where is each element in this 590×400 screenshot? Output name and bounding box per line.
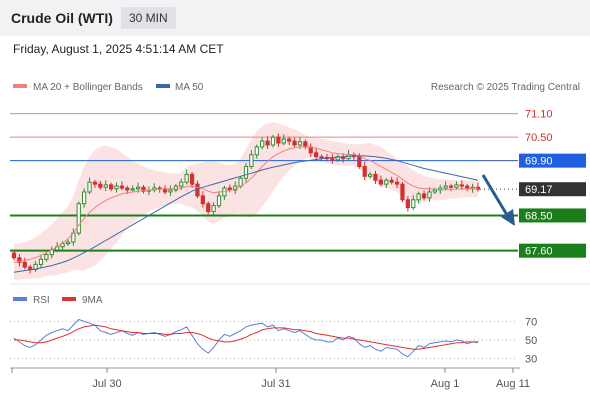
level-label-69.90: 69.90 [525,156,553,168]
level-tag-69.17 [519,182,586,197]
candle [82,188,87,208]
instrument-title: Crude Oil (WTI) [11,10,113,26]
candle [276,133,281,147]
candle [389,176,394,185]
candle [173,183,178,193]
candle [292,137,297,148]
level-label-68.50: 68.50 [525,210,553,222]
candle [454,181,459,190]
candle [314,148,319,160]
rsi-ma-legend-swatch [62,297,76,301]
candle [416,191,421,204]
ma50-legend-swatch [156,84,170,88]
candle [141,184,146,194]
ma20-line [13,146,479,263]
candle [92,179,98,189]
candle [65,238,71,246]
candle [367,171,373,179]
candle [394,177,400,189]
source-credit: Research © 2025 Trading Central [431,82,580,93]
candle [443,181,448,191]
candle [216,191,222,209]
rsi-tick-70: 70 [525,316,537,328]
candle [319,154,324,162]
datetime-label: Friday, August 1, 2025 4:51:14 AM CET [13,42,224,56]
candle [200,191,205,208]
candle [206,201,211,214]
level-label-67.60: 67.60 [525,246,553,258]
candle [11,250,17,261]
rsi-ma-legend-label: 9MA [82,295,103,306]
chart-header: Crude Oil (WTI) 30 MIN [0,0,590,36]
level-tag-69.90 [519,153,586,168]
candle [400,181,405,203]
x-tick-label: Jul 31 [261,378,290,390]
candle [98,180,103,190]
candle [222,185,227,200]
candle [384,177,389,189]
rsi-tick-30: 30 [525,354,537,366]
rsi-line [13,318,479,358]
rsi-legend-swatch [13,297,27,301]
candle [270,134,276,148]
candle [281,134,286,146]
candle [119,181,125,191]
candle [405,196,410,212]
candle [103,180,108,192]
candle [130,185,135,193]
candle [184,169,189,185]
ma50-line [13,155,479,273]
ma20-legend-label: MA 20 + Bollinger Bands [33,82,143,93]
candle [265,136,270,149]
candle [254,144,259,159]
candle [373,170,378,185]
level-label-71.10: 71.10 [525,109,553,121]
x-tick-label: Aug 1 [431,378,460,390]
rsi-ma-line [14,324,478,350]
ma50-legend-label: MA 50 [175,82,204,93]
timeframe-badge[interactable]: 30 MIN [121,7,176,29]
candle [249,150,254,169]
candle [114,182,119,193]
candle [362,161,367,181]
candle [421,190,427,201]
candle [427,187,432,202]
forecast-arrow [481,174,515,226]
candle [38,254,44,269]
candle [76,201,81,236]
candle [17,254,22,267]
candle [87,177,92,195]
candle [243,162,249,183]
candle [44,252,49,262]
candle [189,171,195,189]
level-label-70.50: 70.50 [525,132,553,144]
rsi-tick-50: 50 [525,335,537,347]
candle [330,153,335,164]
level-tag-68.50 [519,208,586,223]
x-tick-label: Aug 11 [496,378,530,390]
candle [448,183,454,192]
candle [168,185,173,196]
candle [287,136,292,145]
ma20-legend-swatch [13,84,27,88]
rsi-legend-label: RSI [33,295,50,306]
candle [378,175,384,187]
level-tag-67.60 [519,243,586,258]
candle [108,182,114,192]
x-tick-label: Jul 30 [92,378,121,390]
candle [22,257,27,270]
candle [211,202,216,216]
candle [260,137,265,150]
bollinger-band [14,122,478,280]
candle [411,195,416,210]
level-label-69.17: 69.17 [525,184,553,196]
